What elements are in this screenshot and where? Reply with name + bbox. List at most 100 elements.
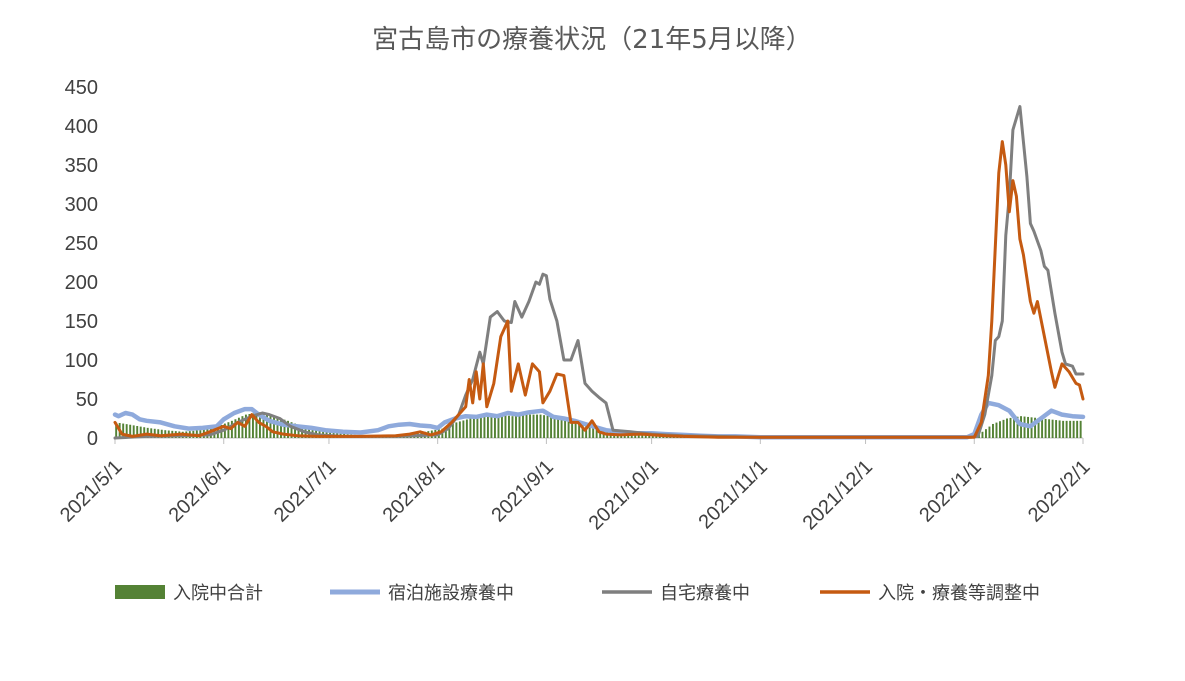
bar-inpatient [1065,420,1068,438]
bar-inpatient [227,422,230,438]
bar-inpatient [529,414,531,438]
bar-inpatient [479,416,482,438]
y-tick-label: 400 [65,116,98,138]
bar-inpatient [297,424,300,438]
series-line-1 [112,400,1086,440]
bar-inpatient [234,419,237,438]
bar-inpatient [500,414,503,438]
bar-inpatient [455,422,458,438]
bar-inpatient [469,418,472,438]
bar-inpatient [560,418,563,438]
bar-inpatient [1048,419,1051,438]
line-series [112,105,1086,440]
x-tick-label: 2021/5/1 [56,456,127,527]
bar-inpatient [550,416,553,438]
bar-inpatient [585,425,588,438]
y-tick-label: 150 [65,311,98,333]
bar-inpatient [258,412,261,438]
series-line-3 [113,140,1085,439]
bar-inpatient [472,417,475,438]
bar-inpatient [1069,420,1072,438]
bar-inpatient [655,435,658,438]
bar-inpatient [984,429,987,438]
bar-inpatient [518,415,521,438]
x-axis: 2021/5/1 2021/6/1 2021/7/1 2021/8/1 2021/9/1… [56,437,1095,534]
bar-inpatient [143,427,146,438]
bar-inpatient [497,414,500,438]
legend-label: 宿泊施設療養中 [388,583,514,604]
bar-inpatient [444,427,447,438]
bar-inpatient [115,422,118,438]
chart-title: 宮古島市の療養状況（21年5月以降） [372,25,812,55]
bar-inpatient [634,434,637,438]
y-axis: 0 50 100 150 200 250 300 350 400 450 [65,77,98,450]
bar-inpatient [493,414,496,438]
bar-series [115,412,1082,438]
bar-inpatient [465,419,468,438]
bar-inpatient [539,414,542,438]
bar-inpatient [255,412,258,438]
bar-inpatient [451,423,454,438]
bar-inpatient [1055,420,1058,438]
bar-inpatient [651,435,654,438]
bar-inpatient [557,417,560,438]
bar-inpatient [448,425,451,438]
bar-inpatient [553,416,556,438]
bar-inpatient [125,424,128,438]
legend-label: 入院中合計 [173,583,263,604]
bar-inpatient [1016,416,1019,438]
y-tick-label: 450 [65,77,98,99]
x-tick-label: 2021/10/1 [585,456,663,534]
bar-inpatient [1044,418,1047,438]
bar-inpatient [237,417,240,438]
y-tick-label: 200 [65,272,98,294]
x-tick-label: 2021/12/1 [799,456,877,534]
bar-inpatient [543,415,546,438]
bar-inpatient [578,423,581,438]
x-tick-label: 2021/11/1 [694,456,771,533]
y-tick-label: 350 [65,155,98,177]
bar-inpatient [1062,420,1065,438]
bar-inpatient [276,417,279,438]
bar-inpatient [157,429,160,438]
bar-inpatient [511,416,514,438]
x-tick-label: 2021/8/1 [379,456,450,527]
bar-inpatient [1076,420,1079,438]
bar-inpatient [290,422,293,438]
bar-inpatient [136,425,139,438]
bar-inpatient [648,435,651,438]
bar-inpatient [662,436,665,438]
x-tick-label: 2022/2/1 [1024,456,1095,527]
bar-inpatient [988,426,991,438]
bar-inpatient [1041,418,1044,438]
bar-inpatient [1072,420,1075,438]
bar-inpatient [532,414,535,438]
bar-inpatient [462,420,465,438]
y-tick-label: 0 [87,428,98,450]
bar-inpatient [630,434,633,438]
legend-swatch [115,585,165,599]
bar-inpatient [981,431,984,438]
bar-inpatient [504,415,507,438]
bar-inpatient [1013,417,1015,438]
bar-inpatient [269,415,272,438]
bar-inpatient [283,419,286,438]
bar-inpatient [153,428,156,438]
bar-inpatient [595,428,598,438]
bar-inpatient [525,414,528,438]
bar-inpatient [251,413,254,438]
bar-inpatient [644,435,647,438]
bar-inpatient [458,421,461,438]
bar-inpatient [999,421,1001,438]
bar-inpatient [508,415,510,438]
bar-inpatient [486,415,489,438]
series-line-2 [113,105,1085,440]
bar-inpatient [287,420,289,438]
y-tick-label: 100 [65,350,98,372]
bar-inpatient [574,422,577,438]
y-tick-label: 300 [65,194,98,216]
bar-inpatient [637,434,640,438]
legend-label: 入院・療養等調整中 [878,583,1040,604]
bar-inpatient [658,436,661,438]
